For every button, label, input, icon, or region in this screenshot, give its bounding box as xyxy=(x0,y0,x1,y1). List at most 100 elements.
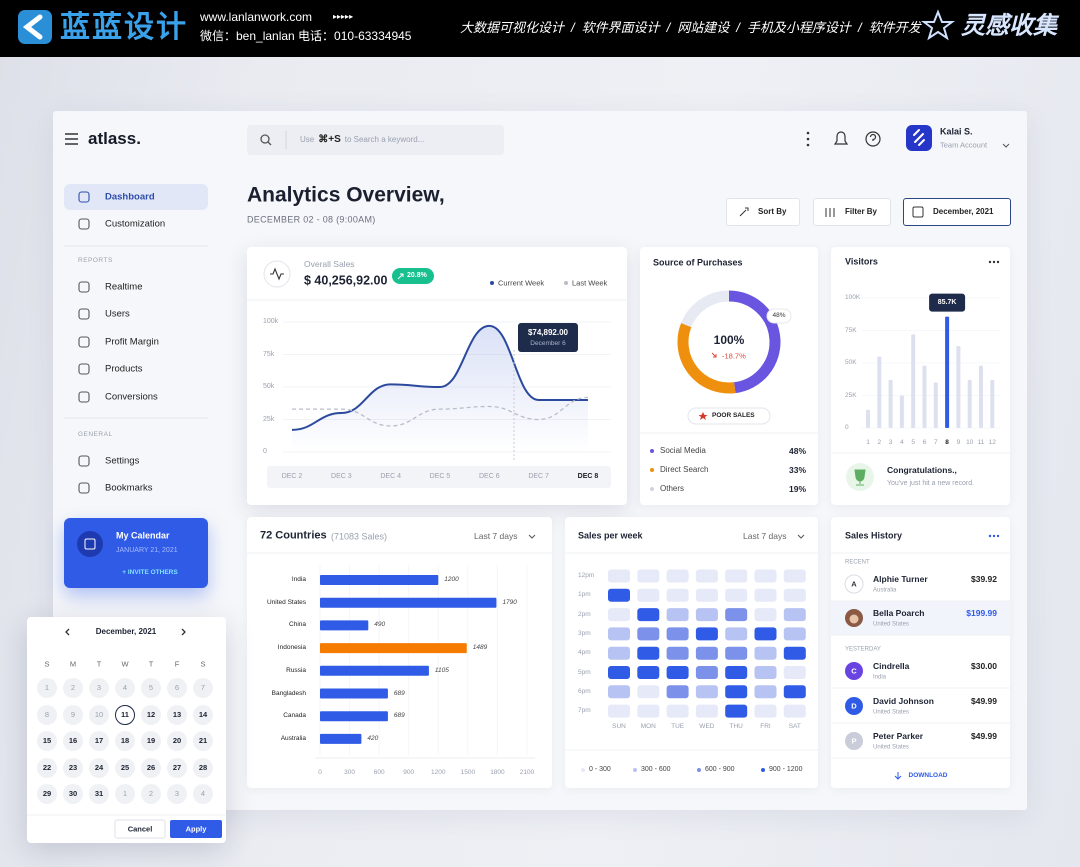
day[interactable]: 6 xyxy=(167,678,187,698)
cancel-label[interactable]: Cancel xyxy=(127,824,153,834)
day[interactable]: 11 xyxy=(115,704,135,725)
day[interactable]: 4 xyxy=(115,678,135,698)
heat-cell xyxy=(666,627,689,641)
day[interactable]: 24 xyxy=(89,757,109,778)
apply-label[interactable]: Apply xyxy=(185,824,207,834)
y-tick-label: China xyxy=(289,621,306,629)
day[interactable]: 22 xyxy=(37,757,57,778)
period-select[interactable]: Last 7 days xyxy=(474,530,518,541)
day[interactable]: 8 xyxy=(37,704,57,725)
day[interactable]: 3 xyxy=(89,678,109,698)
more-icon xyxy=(806,137,810,141)
more-icon xyxy=(988,260,992,264)
day[interactable]: 1 xyxy=(37,678,57,698)
nav-item[interactable]: Realtime xyxy=(105,281,143,293)
legend-dot xyxy=(490,281,494,285)
nav-item[interactable]: Dashboard xyxy=(105,191,155,203)
download-link[interactable]: DOWNLOAD xyxy=(908,772,948,780)
heat-cell xyxy=(754,588,777,602)
day[interactable]: 26 xyxy=(141,757,161,778)
button-label[interactable]: Filter By xyxy=(845,207,878,217)
congrats-note: You've just hit a new record. xyxy=(887,479,975,487)
row-label: 5pm xyxy=(578,668,591,676)
day[interactable]: 1 xyxy=(115,784,135,804)
sales-label: Overall Sales xyxy=(304,258,355,269)
day[interactable]: 30 xyxy=(63,784,83,804)
day[interactable]: 21 xyxy=(193,731,213,751)
day[interactable]: 13 xyxy=(167,704,187,725)
day[interactable]: 4 xyxy=(193,784,213,804)
nav-item[interactable]: Products xyxy=(105,363,143,375)
day[interactable]: 29 xyxy=(37,784,57,804)
x-tick-label: 300 xyxy=(344,769,355,777)
day[interactable]: 27 xyxy=(167,757,187,778)
amount: $199.99 xyxy=(966,607,997,618)
sort-button[interactable] xyxy=(726,198,800,226)
row-label: 2pm xyxy=(578,610,591,618)
nav-item[interactable]: Users xyxy=(105,308,130,320)
x-tick-label: 10 xyxy=(966,439,974,447)
nav-icon xyxy=(78,281,90,293)
search-box[interactable] xyxy=(247,125,504,155)
bar xyxy=(866,409,870,428)
more-icon xyxy=(992,260,996,264)
day[interactable]: 18 xyxy=(115,731,135,751)
day[interactable]: 15 xyxy=(37,731,57,751)
day[interactable]: 19 xyxy=(141,731,161,751)
nav-item[interactable]: Bookmarks xyxy=(105,482,153,494)
day[interactable]: 28 xyxy=(193,757,213,778)
legend-dot xyxy=(650,449,654,453)
chevron xyxy=(528,534,536,539)
chevron xyxy=(797,534,805,539)
legend-label: Current Week xyxy=(498,278,545,288)
x-tick-label: 8 xyxy=(945,439,949,447)
nav-item[interactable]: Profit Margin xyxy=(105,336,159,348)
day[interactable]: 20 xyxy=(167,731,187,751)
button-label[interactable]: Sort By xyxy=(758,207,787,217)
nav-icon xyxy=(78,482,90,494)
search-icon xyxy=(260,134,270,144)
row-label: 4pm xyxy=(578,649,591,657)
nav-item[interactable]: Conversions xyxy=(105,391,158,403)
day[interactable]: 16 xyxy=(63,731,83,751)
nav-item[interactable]: Settings xyxy=(105,455,140,467)
day[interactable]: 2 xyxy=(63,678,83,698)
date-button[interactable] xyxy=(903,198,1011,226)
period-select[interactable]: Last 7 days xyxy=(743,530,787,541)
day[interactable]: 31 xyxy=(89,784,109,804)
day[interactable]: 17 xyxy=(89,731,109,751)
search-placeholder[interactable]: Use ⌘+S to Search a keyword... xyxy=(300,134,424,146)
legend-label: 600 - 900 xyxy=(705,765,735,773)
bar xyxy=(320,575,439,585)
avatar xyxy=(844,574,864,594)
legend-label: Last Week xyxy=(572,278,608,288)
value-label: 1489 xyxy=(472,644,488,652)
avatar-glyph xyxy=(913,129,925,146)
column-label: WED xyxy=(699,723,715,731)
nav-item[interactable]: Customization xyxy=(105,218,166,230)
page-subtitle: DECEMBER 02 - 08 (9:00AM) xyxy=(247,214,376,225)
day[interactable]: 25 xyxy=(115,757,135,778)
page-title: Analytics Overview, xyxy=(247,183,445,207)
day[interactable]: 5 xyxy=(141,678,161,698)
calendar-action[interactable]: + INVITE OTHERS xyxy=(122,569,178,577)
legend-label: Social Media xyxy=(660,446,706,456)
nav-heading: GENERAL xyxy=(78,431,113,439)
day[interactable]: 10 xyxy=(89,704,109,725)
logo-glyph xyxy=(22,14,43,40)
button-label[interactable]: December, 2021 xyxy=(933,207,994,217)
avatar-initial: P xyxy=(851,736,857,746)
day[interactable]: 23 xyxy=(63,757,83,778)
day[interactable]: 9 xyxy=(63,704,83,725)
weekday: T xyxy=(96,659,102,669)
x-tick-label: DEC 5 xyxy=(429,472,451,480)
day[interactable]: 7 xyxy=(193,678,213,698)
day[interactable]: 14 xyxy=(193,704,213,725)
bar xyxy=(933,382,938,428)
heat-cell xyxy=(783,608,806,622)
day[interactable]: 3 xyxy=(167,784,187,804)
y-tick-label: 0 xyxy=(263,447,267,455)
day[interactable]: 2 xyxy=(141,784,161,804)
tooltip xyxy=(929,293,966,312)
day[interactable]: 12 xyxy=(141,704,161,725)
